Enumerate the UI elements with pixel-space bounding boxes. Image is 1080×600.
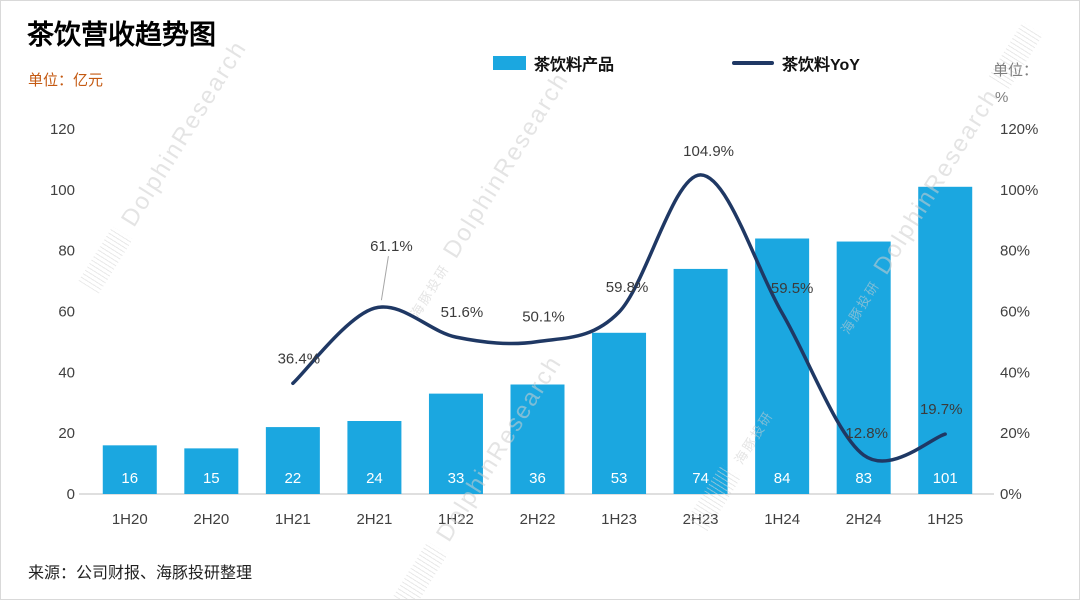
bar-series-swatch (493, 56, 526, 70)
left-axis-unit: 单位：亿元 (28, 72, 104, 89)
bar (184, 448, 239, 494)
yoy-value-label: 59.5% (771, 280, 814, 297)
bar (265, 427, 320, 494)
x-axis-label: 1H21 (275, 511, 311, 528)
yoy-value-label: 50.1% (522, 309, 565, 326)
left-axis-tick: 20 (58, 425, 75, 442)
x-axis-label: 2H20 (193, 511, 229, 528)
line-series-swatch (732, 61, 775, 65)
left-axis-tick: 40 (58, 364, 75, 381)
right-axis-unit-symbol: % (995, 89, 1009, 106)
bar (428, 393, 483, 494)
bar (836, 241, 891, 494)
bar-value-label: 83 (855, 470, 872, 487)
yoy-value-label: 61.1% (370, 238, 413, 255)
yoy-value-label: 12.8% (845, 425, 888, 442)
right-axis-tick: 120% (1000, 121, 1038, 138)
x-axis-label: 2H21 (356, 511, 392, 528)
source-note: 来源：公司财报、海豚投研整理 (28, 565, 253, 582)
left-axis-tick: 0 (67, 486, 75, 503)
left-axis-tick: 60 (58, 304, 75, 321)
yoy-value-label: 19.7% (920, 401, 963, 418)
left-axis-tick: 80 (58, 243, 75, 260)
x-axis-label: 1H23 (601, 511, 637, 528)
bar-value-label: 24 (366, 470, 383, 487)
x-axis-label: 2H22 (520, 511, 556, 528)
bar (592, 332, 647, 494)
right-axis-tick: 40% (1000, 364, 1030, 381)
yoy-value-label: 104.9% (683, 143, 734, 160)
line-series-label: 茶饮料YoY (782, 57, 860, 74)
yoy-value-label: 59.8% (606, 279, 649, 296)
left-axis-tick: 100 (50, 182, 75, 199)
right-axis-tick: 20% (1000, 425, 1030, 442)
page-title: 茶饮营收趋势图 (27, 20, 216, 50)
bar-value-label: 22 (285, 470, 302, 487)
right-axis-unit-prefix: 单位： (993, 62, 1039, 79)
bar-value-label: 33 (448, 470, 465, 487)
right-axis-tick: 80% (1000, 243, 1030, 260)
bar (102, 445, 157, 494)
bar (918, 186, 973, 494)
bar (510, 384, 565, 494)
label-leader-line (380, 256, 389, 301)
legend-item-line: 茶饮料YoY (732, 51, 860, 75)
yoy-value-label: 51.6% (441, 304, 484, 321)
bar-value-label: 16 (121, 470, 138, 487)
right-axis-tick: 60% (1000, 304, 1030, 321)
bar-value-label: 53 (611, 470, 628, 487)
bar-series-label: 茶饮料产品 (534, 57, 615, 74)
x-axis-label: 2H23 (683, 511, 719, 528)
x-axis-label: 1H25 (927, 511, 963, 528)
x-axis-label: 1H20 (112, 511, 148, 528)
bar-value-label: 36 (529, 470, 546, 487)
bar (755, 238, 810, 494)
right-axis-tick: 0% (1000, 486, 1022, 503)
bar-value-label: 74 (692, 470, 709, 487)
legend-item-bar: 茶饮料产品 (493, 51, 614, 75)
bar (347, 421, 402, 494)
bar-value-label: 84 (774, 470, 791, 487)
yoy-line (291, 173, 947, 463)
bar (673, 268, 728, 494)
bar-value-label: 101 (933, 470, 958, 487)
left-axis-tick: 120 (50, 121, 75, 138)
right-axis-tick: 100% (1000, 182, 1038, 199)
x-axis-label: 1H22 (438, 511, 474, 528)
bar-value-label: 15 (203, 470, 220, 487)
x-axis-label: 2H24 (846, 511, 882, 528)
legend: 茶饮料产品 茶饮料YoY (493, 51, 860, 75)
yoy-value-label: 36.4% (278, 350, 321, 367)
x-axis-label: 1H24 (764, 511, 800, 528)
